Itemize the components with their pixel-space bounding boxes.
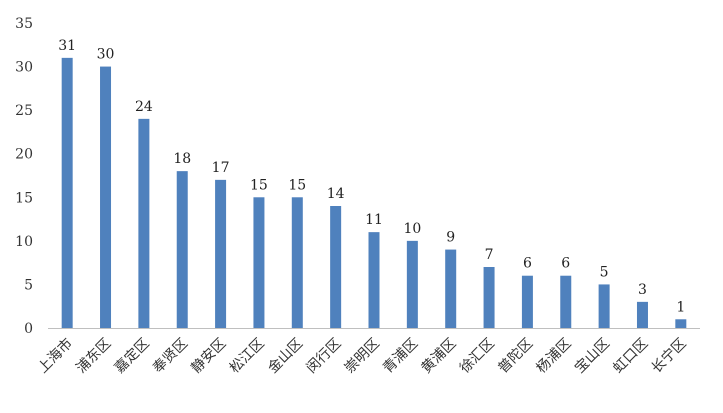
y-axis-ticks: 0 5 10 15 20 25 30 35 [15, 16, 33, 337]
bar [521, 275, 533, 328]
category-label: 杨浦区 [534, 336, 575, 377]
category-label: 黄浦区 [418, 335, 460, 377]
data-label: 18 [173, 151, 191, 167]
data-label: 30 [97, 47, 115, 63]
category-label: 嘉定区 [112, 336, 153, 377]
category-label: 静安区 [188, 336, 229, 377]
category-label: 浦东区 [73, 336, 114, 377]
category-labels: 上海市浦东区嘉定区奉贤区静安区松江区金山区闵行区崇明区青浦区黄浦区徐汇区普陀区杨… [34, 335, 689, 377]
category-label: 虹口区 [610, 336, 651, 377]
y-tick-label: 5 [24, 277, 33, 293]
y-tick-label: 10 [15, 234, 33, 250]
data-label: 7 [485, 247, 494, 263]
category-label: 金山区 [265, 336, 306, 377]
category-label: 宝山区 [572, 336, 613, 377]
category-label: 徐汇区 [457, 336, 498, 377]
bar [330, 206, 342, 328]
y-tick-label: 20 [15, 147, 33, 163]
bars [61, 57, 687, 329]
data-label: 9 [446, 230, 455, 246]
bar [100, 66, 112, 329]
bar [176, 171, 188, 328]
data-label: 17 [212, 160, 230, 176]
data-label: 10 [403, 221, 421, 237]
data-label: 1 [676, 299, 685, 315]
data-label: 5 [600, 264, 609, 280]
y-tick-label: 30 [15, 60, 33, 76]
y-tick-label: 15 [15, 190, 33, 206]
y-tick-label: 25 [15, 103, 33, 119]
data-label: 15 [250, 177, 268, 193]
data-label: 6 [523, 256, 532, 272]
category-label: 长宁区 [648, 335, 690, 377]
bar [215, 179, 227, 328]
bar [253, 197, 265, 328]
bar [291, 197, 303, 328]
bar [61, 57, 73, 328]
bar [675, 319, 687, 328]
bar [138, 118, 150, 328]
y-tick-label: 0 [24, 321, 33, 337]
bar [406, 240, 418, 328]
bar [560, 275, 572, 328]
bar [636, 301, 648, 328]
bar [598, 284, 610, 328]
data-label: 31 [58, 38, 76, 54]
category-label: 闵行区 [303, 336, 344, 377]
category-label: 上海市 [34, 335, 76, 377]
category-label: 松江区 [227, 336, 268, 377]
bar [445, 249, 457, 328]
category-label: 奉贤区 [150, 336, 191, 377]
y-tick-label: 35 [15, 16, 33, 32]
bar [483, 267, 495, 328]
data-label: 6 [561, 256, 570, 272]
data-label: 11 [365, 212, 383, 228]
category-label: 崇明区 [342, 336, 383, 377]
bar [368, 232, 380, 328]
data-label: 24 [135, 99, 153, 115]
category-label: 青浦区 [380, 336, 421, 377]
data-label: 14 [327, 186, 345, 202]
category-label: 普陀区 [495, 336, 536, 377]
data-label: 3 [638, 282, 647, 298]
data-label: 15 [288, 177, 306, 193]
